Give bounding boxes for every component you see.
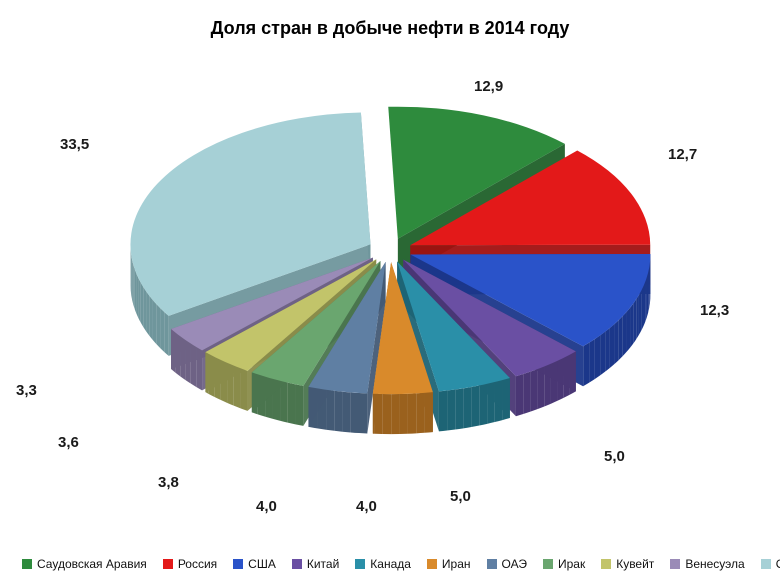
legend-swatch bbox=[22, 559, 32, 569]
legend: Саудовская Аравия Россия США Китай Канада Ира… bbox=[0, 555, 780, 574]
legend-label: ОАЭ bbox=[502, 557, 527, 571]
value-label: 33,5 bbox=[60, 136, 89, 153]
legend-item: Венесуэла bbox=[670, 557, 744, 571]
legend-swatch bbox=[355, 559, 365, 569]
legend-label: Венесуэла bbox=[685, 557, 744, 571]
legend-label: Россия bbox=[178, 557, 217, 571]
legend-item: ОАЭ bbox=[487, 557, 527, 571]
legend-label: Ирак bbox=[558, 557, 585, 571]
legend-item: США bbox=[233, 557, 276, 571]
pie-chart bbox=[40, 60, 740, 490]
value-label: 5,0 bbox=[450, 488, 471, 505]
legend-item: Китай bbox=[292, 557, 339, 571]
value-label: 5,0 bbox=[604, 448, 625, 465]
value-label: 12,3 bbox=[700, 302, 729, 319]
legend-swatch bbox=[487, 559, 497, 569]
legend-item: Ирак bbox=[543, 557, 585, 571]
legend-swatch bbox=[601, 559, 611, 569]
legend-swatch bbox=[543, 559, 553, 569]
legend-label: Китай bbox=[307, 557, 339, 571]
legend-label: Остальные bbox=[776, 557, 780, 571]
value-label: 4,0 bbox=[356, 498, 377, 515]
legend-item: Россия bbox=[163, 557, 217, 571]
legend-label: Кувейт bbox=[616, 557, 654, 571]
value-label: 4,0 bbox=[256, 498, 277, 515]
legend-label: США bbox=[248, 557, 276, 571]
legend-item: Саудовская Аравия bbox=[22, 557, 147, 571]
value-label: 12,9 bbox=[474, 78, 503, 95]
chart-title: Доля стран в добыче нефти в 2014 году bbox=[0, 18, 780, 39]
legend-item: Канада bbox=[355, 557, 411, 571]
legend-swatch bbox=[427, 559, 437, 569]
legend-swatch bbox=[163, 559, 173, 569]
value-label: 12,7 bbox=[668, 146, 697, 163]
legend-swatch bbox=[670, 559, 680, 569]
legend-label: Иран bbox=[442, 557, 471, 571]
legend-item: Остальные bbox=[761, 557, 780, 571]
legend-item: Кувейт bbox=[601, 557, 654, 571]
legend-item: Иран bbox=[427, 557, 471, 571]
value-label: 3,8 bbox=[158, 474, 179, 491]
legend-swatch bbox=[292, 559, 302, 569]
legend-swatch bbox=[761, 559, 771, 569]
legend-label: Саудовская Аравия bbox=[37, 557, 147, 571]
value-label: 3,3 bbox=[16, 382, 37, 399]
legend-swatch bbox=[233, 559, 243, 569]
legend-label: Канада bbox=[370, 557, 411, 571]
value-label: 3,6 bbox=[58, 434, 79, 451]
